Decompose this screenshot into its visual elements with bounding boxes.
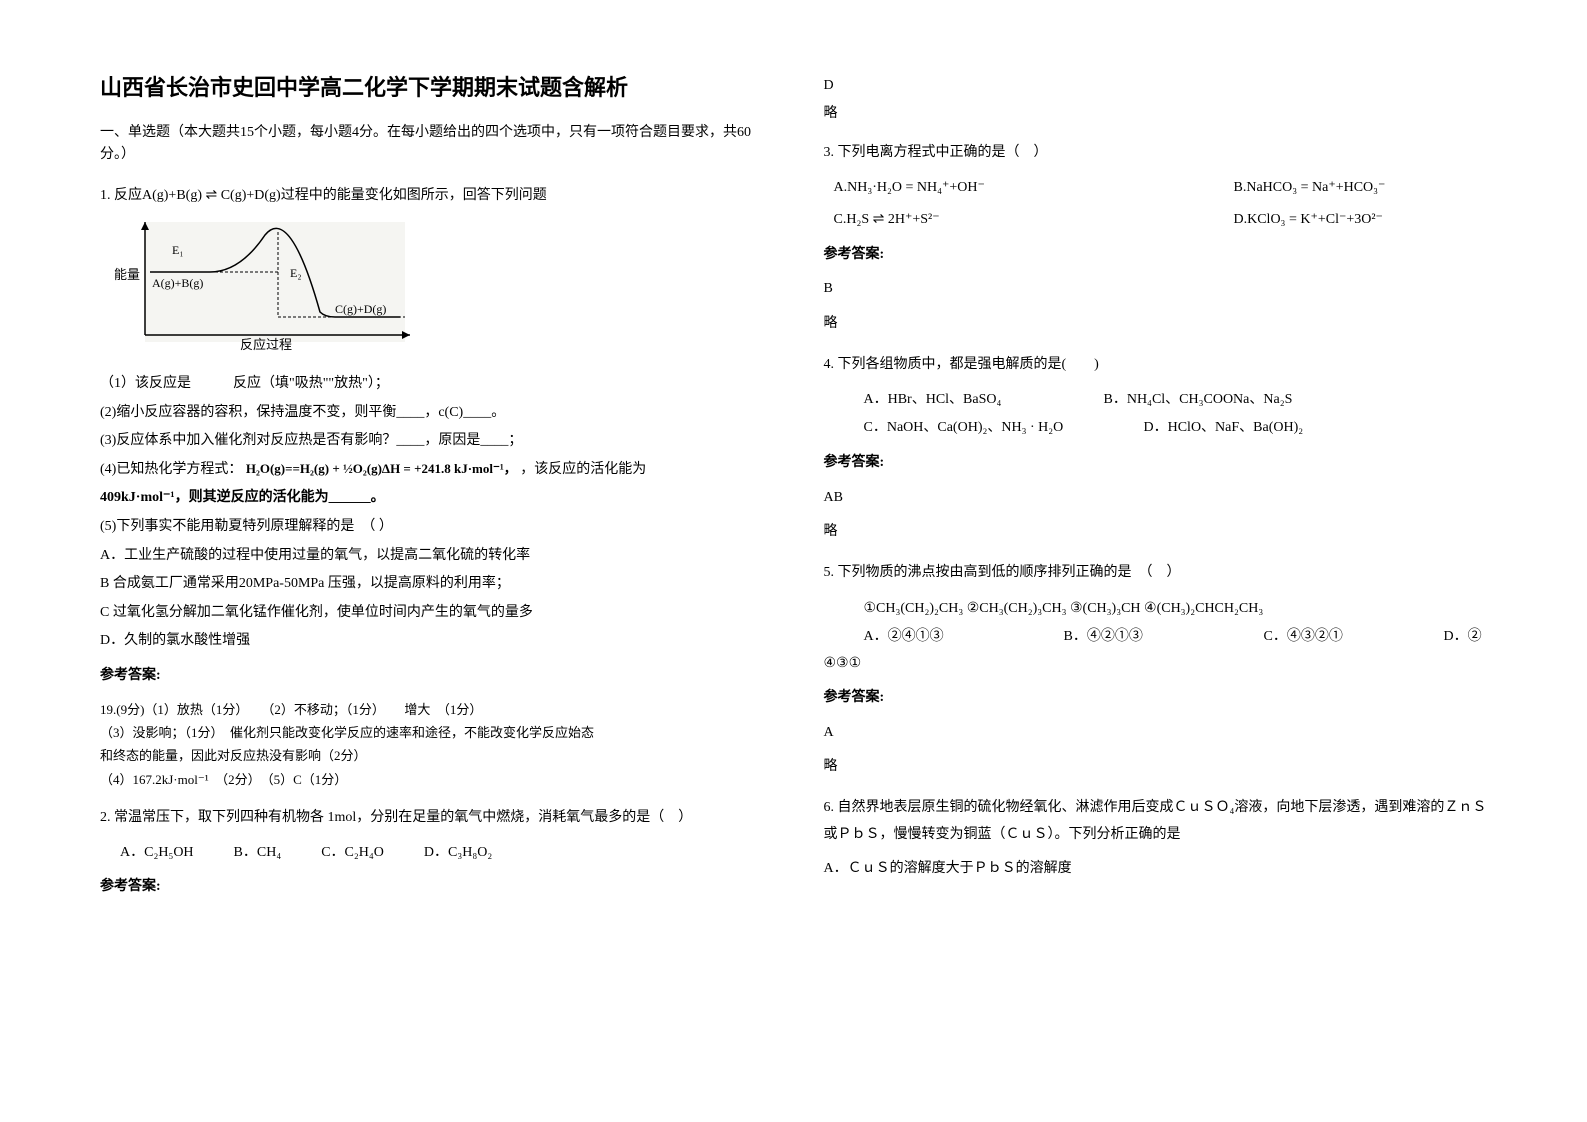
q4-opt-b: B．NH₄Cl、CH₃COONa、Na₂S (1104, 386, 1293, 414)
q2-answer-label: 参考答案: (100, 874, 764, 901)
question-3: 3. 下列电离方程式中正确的是（ ） A.NH₃·H₂O = NH₄⁺+OH⁻ … (824, 140, 1488, 338)
q1-ans2: （3）没影响；（1分） 催化剂只能改变化学反应的速率和途径，不能改变化学反应始态 (100, 721, 764, 744)
q2-answer: D (824, 78, 1488, 94)
q6-opt-a: A．ＣｕＳ的溶解度大于ＰｂＳ的溶解度 (824, 856, 1488, 883)
svg-text:能量: 能量 (114, 267, 140, 282)
q3-options-row2: C.H₂S ⇌ 2H⁺+S²⁻ D.KClO₃ = K⁺+Cl⁻+3O²⁻ (834, 207, 1488, 234)
q3-stem: 3. 下列电离方程式中正确的是（ ） (824, 140, 1488, 167)
q1-sub4-prefix: (4)已知热化学方程式： (100, 462, 242, 477)
q5-answer-label: 参考答案: (824, 685, 1488, 712)
q1-sub3: (3)反应体系中加入催化剂对反应热是否有影响？____，原因是____； (100, 428, 764, 455)
question-6: 6. 自然界地表层原生铜的硫化物经氧化、淋滤作用后变成ＣｕＳＯ₄溶液，向地下层渗… (824, 795, 1488, 883)
q2-opt-b: B．CH₄ (234, 840, 282, 867)
q4-opt-c: C．NaOH、Ca(OH)₂、NH₃ · H₂O (864, 414, 1144, 442)
question-1: 1. 反应A(g)+B(g) ⇌ C(g)+D(g)过程中的能量变化如图所示，回… (100, 183, 764, 791)
q4-answer: AB (824, 485, 1488, 512)
q1-stem-prefix: 1. 反应 (100, 188, 142, 203)
q1-sub4: (4)已知热化学方程式： H₂O(g)==H₂(g) + ½O₂(g)ΔH = … (100, 457, 764, 484)
q1-sub4-suffix: ，该反应的活化能为 (520, 462, 646, 477)
q2-note: 略 (824, 102, 1488, 122)
q1-answer-image: 19.(9分)（1）放热（1分） （2）不移动；（1分） 增大 （1分） （3）… (100, 698, 764, 792)
question-5: 5. 下列物质的沸点按由高到低的顺序排列正确的是 （ ） ①CH₃(CH₂)₂C… (824, 560, 1488, 781)
svg-text:E₁: E₁ (172, 243, 184, 257)
q5-opt-d-wrap: ④③① (824, 651, 1488, 678)
question-2: 2. 常温常压下，取下列四种有机物各 1mol，分别在足量的氧气中燃烧，消耗氧气… (100, 805, 764, 901)
question-4: 4. 下列各组物质中，都是强电解质的是( ) A．HBr、HCl、BaSO₄ B… (824, 352, 1488, 546)
q6-stem: 6. 自然界地表层原生铜的硫化物经氧化、淋滤作用后变成ＣｕＳＯ₄溶液，向地下层渗… (824, 795, 1488, 848)
q1-equation: A(g)+B(g) ⇌ C(g)+D(g) (142, 188, 281, 203)
q4-opt-d: D．HClO、NaF、Ba(OH)₂ (1144, 414, 1304, 442)
q4-opt-a: A．HBr、HCl、BaSO₄ (864, 386, 1104, 414)
q5-items: ①CH₃(CH₂)₂CH₃ ②CH₃(CH₂)₃CH₃ ③(CH₃)₃CH ④(… (864, 595, 1488, 623)
q5-opt-d-partial: D．② (1444, 623, 1482, 651)
q5-opt-c: C．④③②① (1264, 623, 1444, 651)
q3-note: 略 (824, 311, 1488, 338)
svg-text:C(g)+D(g): C(g)+D(g) (335, 302, 386, 316)
q3-opt-b: B.NaHCO₃ = Na⁺+HCO₃⁻ (1234, 175, 1386, 202)
q1-sub4-line2: 409kJ·mol⁻¹，则其逆反应的活化能为______。 (100, 485, 764, 512)
q1-sub5a: A．工业生产硫酸的过程中使用过量的氧气，以提高二氧化硫的转化率 (100, 543, 764, 570)
q1-answer-label: 参考答案: (100, 663, 764, 690)
q4-answer-label: 参考答案: (824, 450, 1488, 477)
q1-stem: 1. 反应A(g)+B(g) ⇌ C(g)+D(g)过程中的能量变化如图所示，回… (100, 183, 764, 210)
q4-options: A．HBr、HCl、BaSO₄ B．NH₄Cl、CH₃COONa、Na₂S C．… (864, 386, 1488, 442)
energy-diagram: E₁ E₂ A(g)+B(g) C(g)+D(g) 能量 反应过程 (110, 217, 764, 363)
q3-answer-label: 参考答案: (824, 242, 1488, 269)
q5-answer: A (824, 720, 1488, 747)
q2-opt-a: A．C₂H₅OH (120, 840, 194, 867)
q1-sub5d: D．久制的氯水酸性增强 (100, 628, 764, 655)
q3-options-row1: A.NH₃·H₂O = NH₄⁺+OH⁻ B.NaHCO₃ = Na⁺+HCO₃… (834, 175, 1488, 202)
q1-sub5c: C 过氧化氢分解加二氧化锰作催化剂，使单位时间内产生的氧气的量多 (100, 600, 764, 627)
q2-opt-d: D．C₃H₈O₂ (424, 840, 492, 867)
q1-sub5b: B 合成氨工厂通常采用20MPa-50MPa 压强，以提高原料的利用率； (100, 571, 764, 598)
q3-opt-a: A.NH₃·H₂O = NH₄⁺+OH⁻ (834, 175, 1114, 202)
q5-stem: 5. 下列物质的沸点按由高到低的顺序排列正确的是 （ ） (824, 560, 1488, 587)
right-column: D 略 3. 下列电离方程式中正确的是（ ） A.NH₃·H₂O = NH₄⁺+… (824, 70, 1488, 1082)
q4-stem: 4. 下列各组物质中，都是强电解质的是( ) (824, 352, 1488, 379)
q5-opt-a: A．②④①③ (864, 623, 1064, 651)
q4-note: 略 (824, 519, 1488, 546)
q5-note: 略 (824, 754, 1488, 781)
q1-sub4-eq: H₂O(g)==H₂(g) + ½O₂(g)ΔH = +241.8 kJ·mol… (246, 461, 517, 476)
q1-sub2: (2)缩小反应容器的容积，保持温度不变，则平衡____，c(C)____。 (100, 400, 764, 427)
left-column: 山西省长治市史回中学高二化学下学期期末试题含解析 一、单选题（本大题共15个小题… (100, 70, 764, 1082)
svg-text:E₂: E₂ (290, 266, 302, 280)
q1-stem-suffix: 过程中的能量变化如图所示，回答下列问题 (281, 188, 547, 203)
q3-opt-c: C.H₂S ⇌ 2H⁺+S²⁻ (834, 207, 1114, 234)
q1-ans4: （4）167.2kJ·mol⁻¹ （2分） （5）C（1分） (100, 768, 764, 791)
q3-answer: B (824, 276, 1488, 303)
q1-ans1: 19.(9分)（1）放热（1分） （2）不移动；（1分） 增大 （1分） (100, 698, 764, 721)
q2-options: A．C₂H₅OH B．CH₄ C．C₂H₄O D．C₃H₈O₂ (120, 840, 764, 867)
q3-opt-d: D.KClO₃ = K⁺+Cl⁻+3O²⁻ (1234, 207, 1383, 234)
page-title: 山西省长治市史回中学高二化学下学期期末试题含解析 (100, 70, 764, 102)
q5-opt-b: B．④②①③ (1064, 623, 1264, 651)
svg-text:A(g)+B(g): A(g)+B(g) (152, 276, 203, 290)
svg-text:反应过程: 反应过程 (240, 337, 292, 352)
q1-sub5: (5)下列事实不能用勒夏特列原理解释的是 （ ） (100, 514, 764, 541)
q1-sub1: （1）该反应是 反应（填"吸热""放热"）； (100, 371, 764, 398)
q1-ans3: 和终态的能量，因此对反应热没有影响（2分） (100, 744, 764, 767)
q2-stem: 2. 常温常压下，取下列四种有机物各 1mol，分别在足量的氧气中燃烧，消耗氧气… (100, 805, 764, 832)
q2-opt-c: C．C₂H₄O (321, 840, 384, 867)
section-header: 一、单选题（本大题共15个小题，每小题4分。在每小题给出的四个选项中，只有一项符… (100, 122, 764, 167)
